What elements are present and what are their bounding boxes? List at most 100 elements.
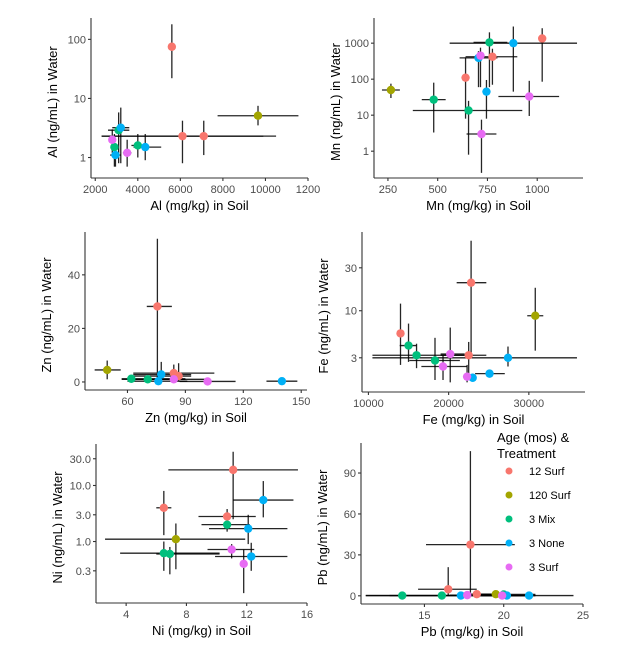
data-point-120-surf [171,535,181,544]
x-tick-label: 60 [121,396,133,408]
x-tick-label: 1200 [296,184,320,196]
data-point-3-surf [438,362,448,371]
y-tick-label: 100 [351,74,369,86]
x-tick-label: 25 [577,610,589,622]
y-tick-label: 3.0 [76,510,91,522]
y-axis-title: Mn (ng/mL) in Water [328,42,343,161]
data-point-3-mix [127,374,136,383]
panel-al: 2000 4000 6000 8000 10000 1200 1 10 100 Al (mg/kg… [45,18,320,213]
data-point-12-surf [464,351,473,360]
legend-label: 120 Surf [529,490,572,502]
marks [94,238,298,386]
data-point-120-surf [491,589,500,599]
x-axis-title: Al (mg/kg) in Soil [150,198,248,213]
x-tick-label: 4 [123,609,129,621]
legend-key [505,491,513,499]
data-point-12-surf [466,540,475,549]
x-tick-label: 250 [379,184,397,196]
data-point-3-none [503,353,513,362]
legend-label: 3 Surf [529,562,559,574]
data-point-3-surf [462,372,472,381]
legend-title: Treatment [497,446,556,461]
data-point-3-surf [203,377,212,386]
y-tick-label: 60 [344,509,356,521]
legend-label: 12 Surf [529,466,565,478]
error-bars [146,238,172,382]
data-point-3-none [259,495,268,505]
y-tick-label: 0.3 [76,566,91,578]
data-point-120-surf [253,111,263,120]
data-point-3-mix [485,38,494,47]
data-point-120-surf [103,365,112,375]
data-point-3-surf [239,559,248,569]
x-tick-label: 8000 [211,184,235,196]
error-bars [127,376,205,382]
data-point-3-surf [108,135,117,144]
panel-ni: 4 8 12 16 0.3 1.0 3.0 10.0 30.0 Ni (mg/kg) in Soi… [50,444,313,638]
x-tick-label: 120 [234,396,252,408]
error-bars [169,24,174,79]
x-tick-label: 20000 [433,398,464,410]
y-tick-label: 10.0 [70,480,91,492]
data-point-3-none [154,376,163,386]
error-bars [372,346,577,367]
data-point-120-surf [531,311,540,320]
legend-key [505,467,513,475]
marks [372,240,577,383]
marks [381,26,578,173]
data-point-12-surf [153,302,162,311]
marks [105,451,298,594]
y-tick-label: 30 [345,263,357,275]
data-point-3-none [482,87,491,96]
x-tick-label: 30000 [514,398,545,410]
data-point-3-mix [222,520,232,529]
data-point-3-surf [525,92,534,101]
data-point-3-none [247,552,256,561]
error-bars [156,490,172,536]
error-bars [449,26,578,92]
panel-mn: 250 500 750 1000 1 10 100 1000 Mn (mg/kg) in Soi… [328,18,583,213]
data-point-3-surf [446,349,455,359]
legend-title: Age (mos) & [497,430,570,445]
error-bars [426,451,515,596]
panel-pb: 15 20 25 0 30 60 90 Pb (mg/kg) in Soil Pb (ng/mL… [315,443,589,639]
data-point-3-mix [430,356,440,365]
x-tick-label: 20 [498,610,510,622]
x-tick-label: 10000 [353,398,384,410]
y-tick-label: 30.0 [70,454,91,466]
data-point-12-surf [461,73,470,82]
panel-fe: 10000 20000 30000 3 10 30 Fe (mg/kg) in Soil Fe… [316,232,585,427]
data-point-3-none [141,142,150,152]
legend: Age (mos) &Treatment 12 Surf 120 Surf 3 Mix… [497,430,572,574]
x-tick-label: 90 [179,396,191,408]
data-point-3-none [111,150,120,160]
data-point-3-mix [133,141,143,150]
data-point-3-surf [169,375,178,384]
data-point-3-none [277,376,287,386]
data-point-3-mix [437,591,447,600]
x-tick-label: 2000 [83,184,107,196]
data-point-3-none [456,591,466,600]
x-tick-label: 8 [183,609,189,621]
legend-key [505,563,513,571]
data-point-3-none [524,591,534,600]
data-point-3-surf [477,129,486,139]
error-bars [105,523,246,570]
data-point-3-mix [110,142,119,152]
y-tick-label: 90 [344,468,356,480]
data-point-3-surf [476,51,485,60]
y-tick-label: 10 [345,306,357,318]
data-point-12-surf [444,585,453,594]
y-tick-label: 1 [80,153,86,165]
data-point-3-surf [497,591,507,600]
data-point-3-mix [404,341,413,350]
data-point-3-none [244,524,253,533]
y-tick-label: 0 [350,591,356,603]
x-axis-title: Fe (mg/kg) in Soil [423,412,525,427]
data-point-3-mix [143,375,152,384]
y-tick-label: 10 [357,110,369,122]
data-point-12-surf [228,465,238,475]
y-tick-label: 100 [68,34,86,46]
y-tick-label: 1000 [345,38,369,50]
